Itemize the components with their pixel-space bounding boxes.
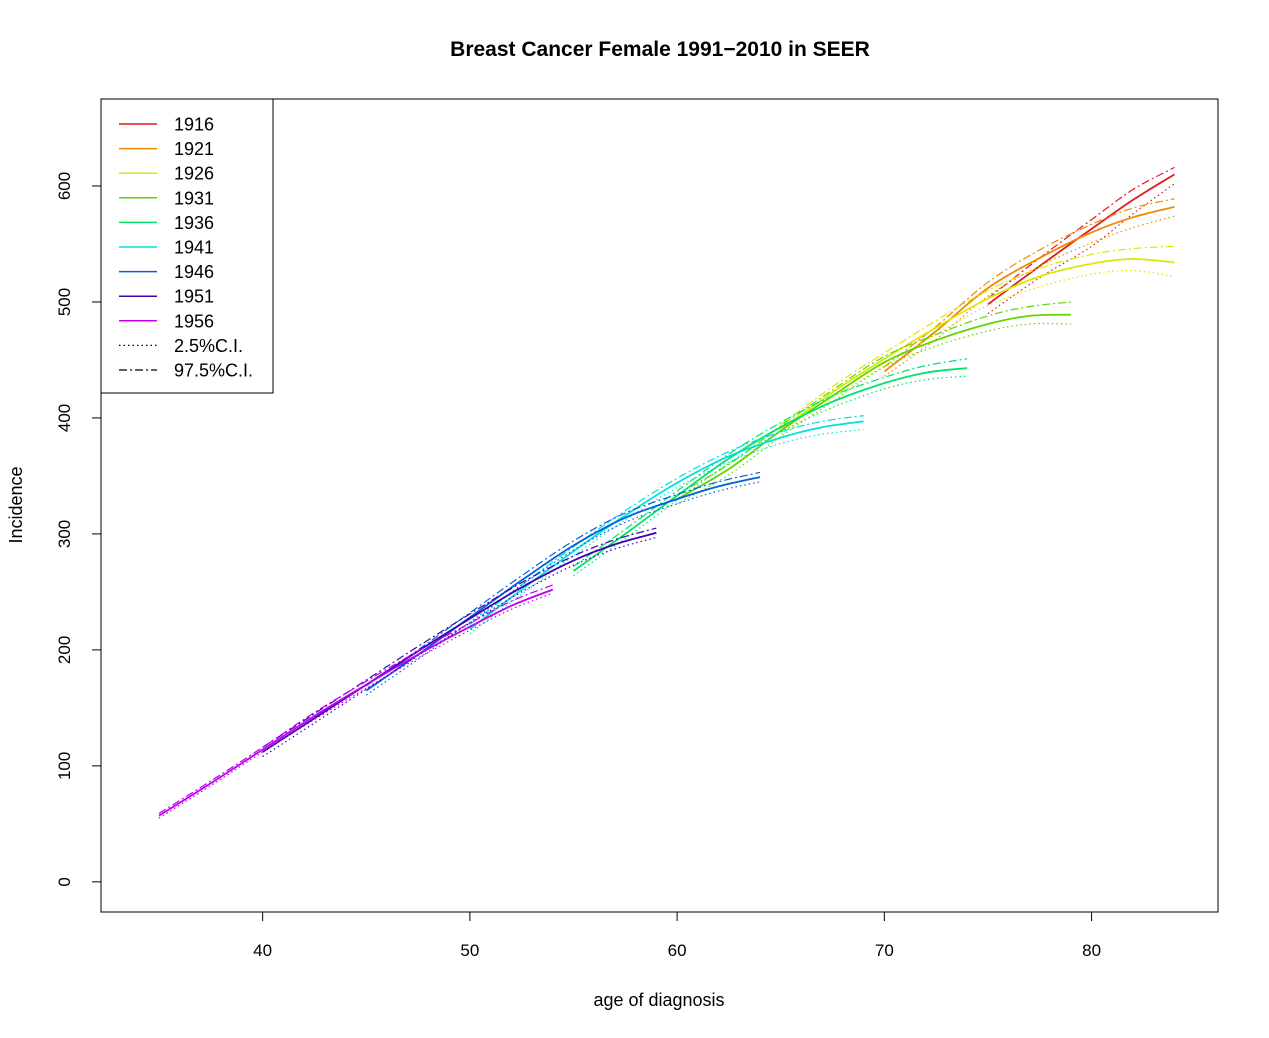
series-1916-line xyxy=(987,173,1175,306)
series-1916-ci-lower xyxy=(987,183,1175,315)
y-axis-label: Incidence xyxy=(6,466,26,543)
series-1946-ci-upper xyxy=(365,471,761,687)
legend: 1916 1921 1926 1931 1936 1941 1946 1951 1956 2.5%… xyxy=(100,98,274,394)
legend-label: 1916 xyxy=(174,115,214,135)
legend-label: 1941 xyxy=(174,238,214,258)
y-tick-label: 300 xyxy=(55,520,74,548)
y-tick-label: 200 xyxy=(55,636,74,664)
series-1921-ci-lower xyxy=(884,215,1175,377)
series-1931-line xyxy=(676,313,1071,500)
x-tick-label: 50 xyxy=(460,941,479,960)
series-1951-ci-lower xyxy=(262,536,657,758)
series-1936-ci-upper xyxy=(573,358,968,567)
x-axis: 40 50 60 70 80 xyxy=(253,911,1101,960)
legend-label: 1946 xyxy=(174,262,214,282)
x-tick-label: 80 xyxy=(1082,941,1101,960)
x-tick-label: 40 xyxy=(253,941,272,960)
legend-label: 1931 xyxy=(174,188,214,208)
x-axis-label: age of diagnosis xyxy=(593,990,724,1010)
legend-label: 1951 xyxy=(174,287,214,307)
plot-lines xyxy=(158,166,1175,819)
series-1941-ci-upper xyxy=(469,415,864,625)
chart-title: Breast Cancer Female 1991−2010 in SEER xyxy=(450,38,870,61)
y-tick-label: 400 xyxy=(55,404,74,432)
series-1951-line xyxy=(262,531,657,753)
legend-label: 1921 xyxy=(174,139,214,159)
series-1931-ci-lower xyxy=(676,322,1071,505)
legend-label: 1956 xyxy=(174,311,214,331)
y-axis: 0 100 200 300 400 500 600 xyxy=(55,172,102,887)
legend-label: 1926 xyxy=(174,164,214,184)
series-1946-ci-lower xyxy=(365,481,761,696)
series-1956-ci-lower xyxy=(158,592,554,819)
legend-label: 1936 xyxy=(174,213,214,233)
y-tick-label: 0 xyxy=(55,877,74,886)
series-1956-ci-upper xyxy=(158,584,554,814)
series-1916-ci-upper xyxy=(987,166,1175,299)
series-1936-line xyxy=(572,367,968,572)
legend-label-ci-lower: 2.5%C.I. xyxy=(174,336,243,356)
series-1931-ci-upper xyxy=(676,301,1071,496)
series-1936-ci-lower xyxy=(573,375,968,577)
y-tick-label: 500 xyxy=(55,288,74,316)
series-1946-line xyxy=(365,476,761,692)
series-1921-ci-upper xyxy=(884,198,1175,368)
y-tick-label: 600 xyxy=(55,172,74,200)
series-1926-ci-lower xyxy=(780,269,1175,435)
series-1921-line xyxy=(883,206,1175,373)
series-1941-ci-lower xyxy=(469,428,864,635)
series-1926-line xyxy=(780,258,1175,431)
series-1956-line xyxy=(158,588,554,817)
series-1926-ci-upper xyxy=(780,245,1175,426)
x-tick-label: 60 xyxy=(668,941,687,960)
y-tick-label: 100 xyxy=(55,752,74,780)
legend-label-ci-upper: 97.5%C.I. xyxy=(174,361,253,381)
series-1951-ci-upper xyxy=(262,527,657,748)
x-tick-label: 70 xyxy=(875,941,894,960)
